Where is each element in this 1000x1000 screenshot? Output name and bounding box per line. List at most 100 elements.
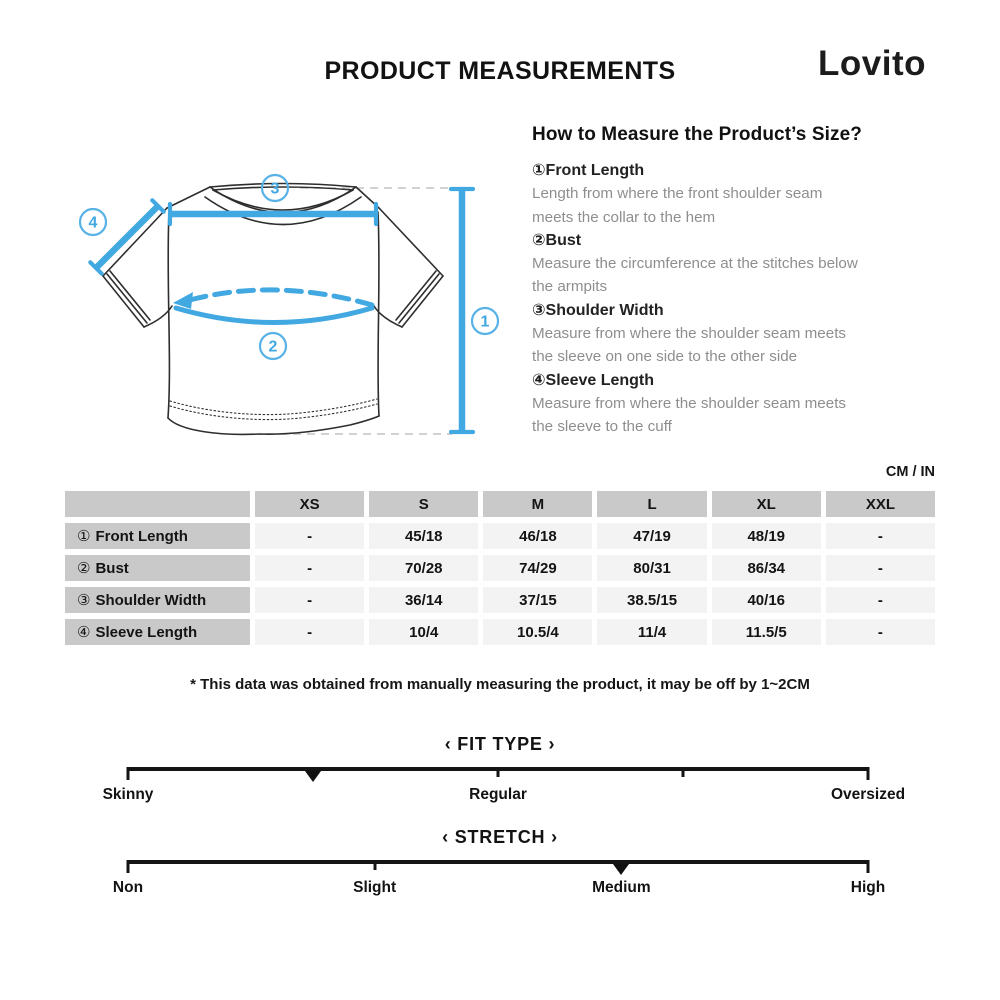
measure-item-label: ③Shoulder Width bbox=[532, 299, 936, 322]
table-cell: 80/31 bbox=[597, 555, 707, 581]
scale-tick bbox=[866, 860, 870, 873]
row-label-sleeve-length: ④ Sleeve Length bbox=[65, 619, 250, 645]
table-cell: 40/16 bbox=[711, 587, 821, 613]
callout-2: 2 bbox=[269, 339, 278, 356]
scale-tick bbox=[373, 860, 377, 870]
stretch-marker bbox=[613, 863, 630, 875]
callout-circle-1 bbox=[470, 306, 500, 336]
col-header-xl: XL bbox=[711, 491, 821, 517]
table-cell: 48/19 bbox=[711, 523, 821, 549]
stretch-scale: Non Slight Medium High bbox=[113, 860, 885, 900]
table-cell: 36/14 bbox=[369, 587, 479, 613]
row-name: Sleeve Length bbox=[95, 623, 198, 641]
item-num: ③ bbox=[532, 301, 546, 319]
scale-tick bbox=[866, 767, 870, 780]
table-cell: - bbox=[825, 555, 935, 581]
table-cell: - bbox=[825, 523, 935, 549]
measure-item-label: ①Front Length bbox=[532, 159, 936, 182]
row-num: ① bbox=[77, 528, 91, 545]
bust-arrowhead bbox=[173, 292, 193, 309]
disclaimer-note: * This data was obtained from manually m… bbox=[190, 676, 810, 693]
fit-label-oversized: Oversized bbox=[830, 786, 906, 803]
callouts: 3 4 2 1 bbox=[78, 173, 500, 361]
callout-circle-3 bbox=[260, 173, 290, 203]
table-cell: 10.5/4 bbox=[483, 619, 593, 645]
callout-4: 4 bbox=[89, 215, 98, 232]
scale-tick bbox=[126, 860, 130, 873]
measure-item-label: ②Bust bbox=[532, 229, 936, 252]
measure-item-desc: Measure from where the shoulder seam mee… bbox=[532, 394, 847, 436]
table-cell: 10/4 bbox=[369, 619, 479, 645]
row-num: ④ bbox=[77, 624, 91, 641]
item-num: ④ bbox=[532, 371, 546, 389]
item-name: Bust bbox=[545, 231, 582, 249]
table-cell: 45/18 bbox=[369, 523, 479, 549]
col-header-xxl: XXL bbox=[825, 491, 935, 517]
scale-tick bbox=[681, 767, 685, 777]
callout-3: 3 bbox=[271, 181, 280, 198]
fit-type-title: ‹ FIT TYPE › bbox=[444, 734, 556, 754]
bust-ellipse-dashed bbox=[183, 287, 375, 308]
table-cell: 11.5/5 bbox=[711, 619, 821, 645]
table-corner-cell bbox=[65, 491, 250, 517]
item-name: Front Length bbox=[545, 162, 645, 179]
callout-circle-2 bbox=[258, 331, 288, 361]
row-label-bust: ② Bust bbox=[65, 555, 250, 581]
col-header-s: S bbox=[369, 491, 479, 517]
table-cell: - bbox=[825, 587, 935, 613]
row-name: Bust bbox=[95, 559, 129, 577]
table-cell: 46/18 bbox=[483, 523, 593, 549]
unit-label: CM / IN bbox=[885, 464, 935, 480]
fit-type-scale: Skinny Regular Oversized bbox=[103, 767, 905, 807]
measure-item-label: ④Sleeve Length bbox=[532, 369, 936, 392]
how-to-measure-section: How to Measure the Product’s Size? ①Fron… bbox=[532, 124, 936, 439]
stretch-label-non: Non bbox=[112, 879, 144, 896]
col-header-l: L bbox=[597, 491, 707, 517]
table-cell: - bbox=[825, 619, 935, 645]
tshirt-outline bbox=[102, 182, 444, 436]
scale-tick bbox=[496, 767, 500, 777]
table-cell: 74/29 bbox=[483, 555, 593, 581]
scale-line bbox=[128, 860, 868, 864]
row-name: Front Length bbox=[95, 527, 188, 545]
table-cell: 38.5/15 bbox=[597, 587, 707, 613]
row-label-front-length: ① Front Length bbox=[65, 523, 250, 549]
brand-logo: Lovito bbox=[818, 44, 926, 83]
fit-label-skinny: Skinny bbox=[102, 786, 154, 803]
table-cell: - bbox=[255, 587, 365, 613]
table-cell: 47/19 bbox=[597, 523, 707, 549]
stretch-label-medium: Medium bbox=[592, 879, 651, 896]
page-title: PRODUCT MEASUREMENTS bbox=[324, 57, 676, 85]
table-cell: 11/4 bbox=[597, 619, 707, 645]
sleeve-length-line bbox=[93, 203, 161, 271]
measure-item-desc: Length from where the front shoulder sea… bbox=[532, 185, 823, 226]
row-label-shoulder-width: ③ Shoulder Width bbox=[65, 587, 250, 613]
measurement-annotations bbox=[88, 186, 476, 435]
item-num: ① bbox=[532, 162, 546, 179]
col-header-m: M bbox=[483, 491, 593, 517]
fit-label-regular: Regular bbox=[469, 786, 527, 803]
item-name: Shoulder Width bbox=[545, 301, 664, 319]
item-name: Sleeve Length bbox=[545, 371, 655, 389]
tshirt-measurement-diagram: 3 4 2 1 bbox=[78, 173, 500, 436]
table-cell: - bbox=[255, 619, 365, 645]
row-name: Shoulder Width bbox=[95, 591, 207, 609]
table-cell: - bbox=[255, 555, 365, 581]
item-num: ② bbox=[532, 231, 546, 249]
table-cell: 70/28 bbox=[369, 555, 479, 581]
measure-item-desc: Measure the circumference at the stitche… bbox=[532, 255, 858, 296]
row-num: ③ bbox=[77, 592, 91, 609]
table-cell: 86/34 bbox=[711, 555, 821, 581]
size-table: XS S M L XL XXL ① Front Length - 45/18 46… bbox=[65, 491, 935, 645]
table-cell: - bbox=[255, 523, 365, 549]
col-header-xs: XS bbox=[255, 491, 365, 517]
fit-type-marker bbox=[305, 770, 321, 782]
scale-tick bbox=[126, 767, 130, 780]
stretch-label-slight: Slight bbox=[353, 879, 397, 896]
bust-ellipse-solid bbox=[173, 305, 375, 325]
callout-1: 1 bbox=[481, 314, 490, 331]
stretch-label-high: High bbox=[850, 879, 886, 896]
table-cell: 37/15 bbox=[483, 587, 593, 613]
stretch-title: ‹ STRETCH › bbox=[442, 827, 558, 847]
